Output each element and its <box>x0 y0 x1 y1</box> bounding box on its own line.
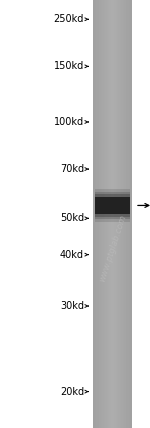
Text: www.ptglab.com: www.ptglab.com <box>97 214 128 283</box>
Text: 250kd: 250kd <box>54 14 84 24</box>
Bar <box>95 189 130 222</box>
Text: 20kd: 20kd <box>60 386 84 397</box>
Text: 30kd: 30kd <box>60 301 84 311</box>
Bar <box>95 197 130 214</box>
Text: 100kd: 100kd <box>54 117 84 127</box>
Text: 70kd: 70kd <box>60 164 84 174</box>
Bar <box>95 192 130 219</box>
Text: 40kd: 40kd <box>60 250 84 260</box>
Bar <box>95 194 130 217</box>
Text: 50kd: 50kd <box>60 213 84 223</box>
Text: 150kd: 150kd <box>54 61 84 71</box>
